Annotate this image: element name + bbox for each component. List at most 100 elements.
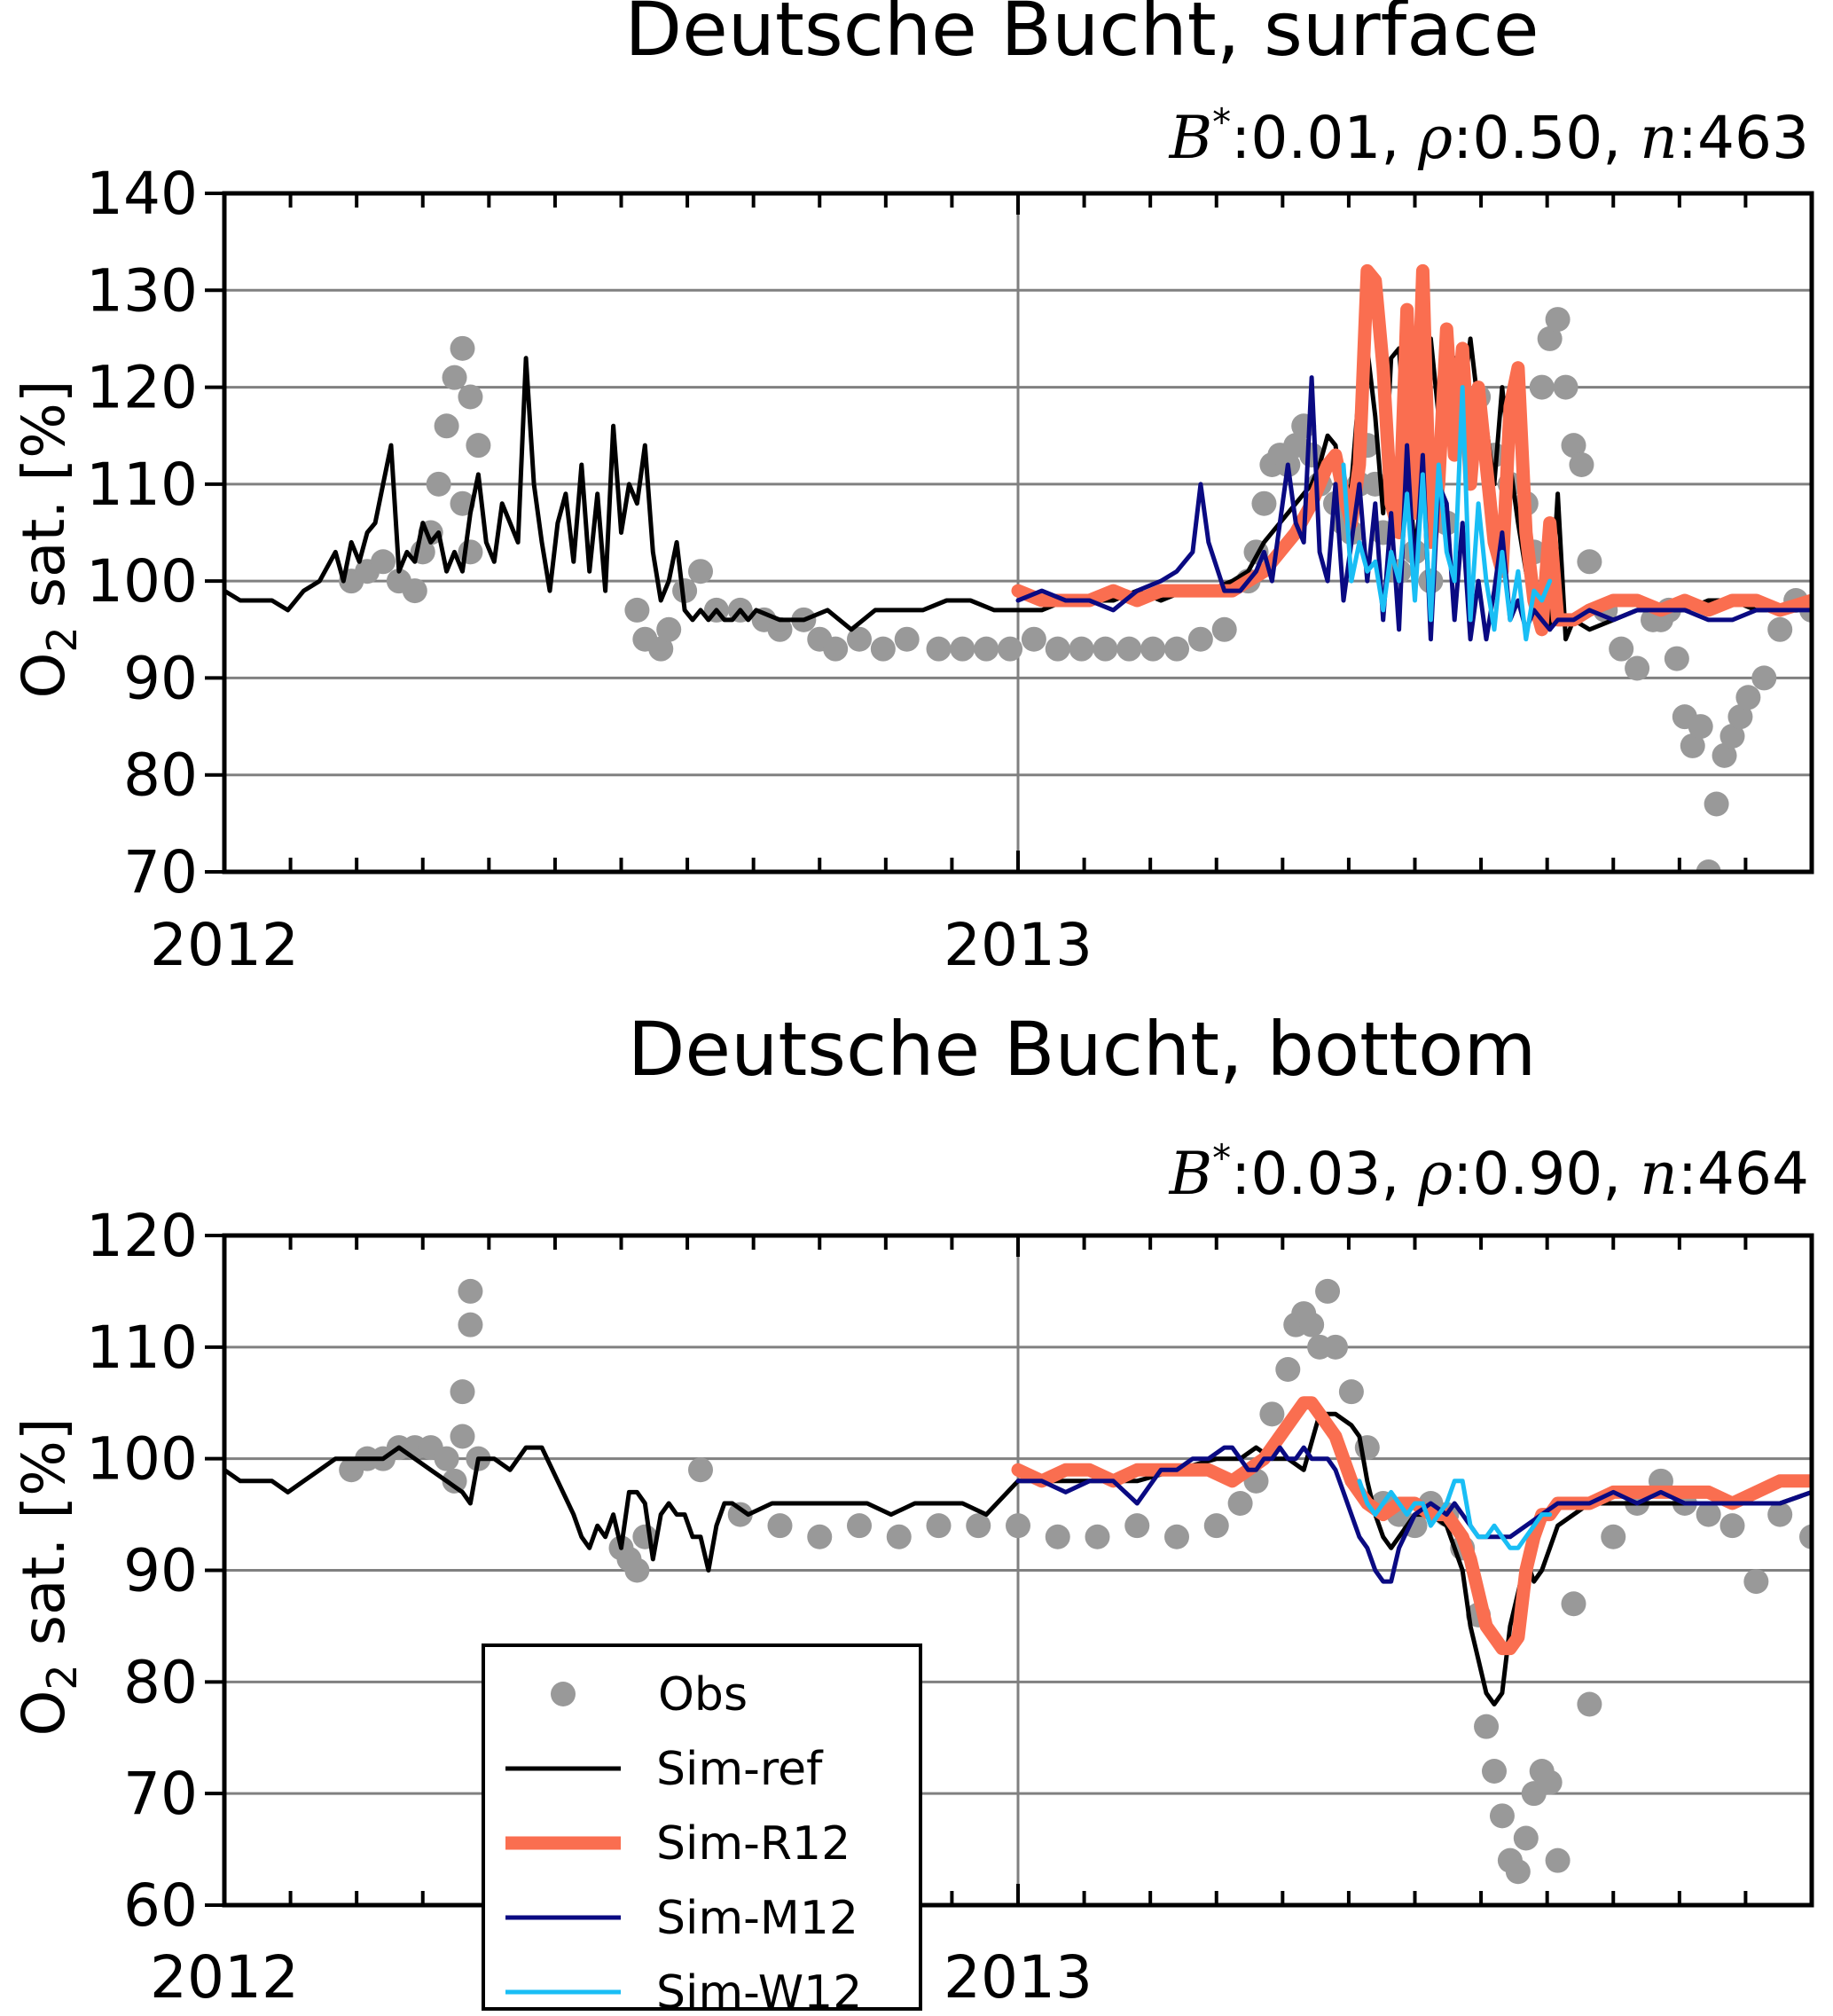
x-tick-label: 2013 [944, 1943, 1093, 2012]
obs-point [1799, 1524, 1812, 1549]
obs-point [1299, 1312, 1325, 1337]
legend-box [482, 1643, 922, 2011]
obs-point [624, 1557, 650, 1583]
obs-point [1545, 1847, 1571, 1873]
obs-point [1203, 1513, 1229, 1539]
obs-point [894, 626, 920, 652]
obs-point [1069, 636, 1094, 662]
legend-label: Sim-M12 [656, 1892, 858, 1945]
obs-point [1315, 1278, 1341, 1304]
series-line-sim-m12 [1015, 1445, 1812, 1584]
obs-point [1751, 665, 1777, 691]
obs-point [926, 636, 952, 662]
obs-point [688, 1457, 713, 1483]
y-axis-label-main: O [10, 1690, 78, 1737]
y-axis-label-subscript: 2 [38, 626, 86, 652]
stats-n-value: :464 [1678, 1140, 1809, 1208]
plot-frame [222, 1233, 1814, 1908]
data-layer [224, 1278, 1812, 1885]
obs-point [450, 1379, 475, 1405]
y-tick-label: 80 [123, 1648, 198, 1716]
obs-point [1021, 626, 1046, 652]
obs-point [1482, 1759, 1507, 1784]
obs-point [1719, 1513, 1745, 1539]
obs-point [371, 549, 396, 575]
obs-point [458, 1278, 483, 1304]
obs-point [1577, 549, 1602, 575]
obs-point [1275, 1357, 1301, 1382]
obs-point [1688, 714, 1713, 740]
obs-point [1561, 1591, 1586, 1617]
obs-point [847, 1513, 872, 1539]
obs-point [672, 578, 698, 604]
obs-point [458, 1312, 483, 1337]
obs-point [1259, 1401, 1285, 1427]
legend-swatch-obs [551, 1682, 576, 1706]
y-axis-label: O2 sat. [%] [10, 380, 86, 698]
obs-point [1093, 636, 1118, 662]
legend: Obs Sim-ref Sim-R12 Sim-M12 Sim-W12 [482, 1643, 922, 2016]
obs-point [458, 384, 483, 410]
legend-label: Obs [658, 1668, 748, 1722]
obs-point [998, 636, 1023, 662]
y-tick-label: 140 [86, 160, 198, 228]
obs-point [648, 636, 674, 662]
y-tick-label: 90 [123, 644, 198, 712]
obs-point [767, 616, 793, 642]
obs-point [450, 335, 475, 361]
obs-point [950, 636, 975, 662]
stats-annotation: B*:0.01, ρ:0.50, n:463 [1169, 100, 1809, 172]
obs-point [442, 1468, 467, 1494]
chart-title: Deutsche Bucht, surface [624, 0, 1539, 73]
series-line-sim-ref [224, 1411, 1812, 1706]
obs-point [434, 413, 459, 439]
y-tick-label: 80 [123, 741, 198, 810]
stats-b-label: B [1169, 1140, 1213, 1208]
obs-point [450, 490, 475, 516]
obs-point [1164, 636, 1189, 662]
obs-point [1553, 374, 1578, 400]
obs-point [1537, 326, 1563, 351]
legend-label: Sim-R12 [656, 1817, 850, 1871]
obs-point [1601, 1524, 1626, 1549]
obs-point [1712, 742, 1737, 768]
obs-point [1577, 1691, 1602, 1717]
plot-frame [222, 191, 1814, 875]
y-tick-label: 130 [86, 256, 198, 325]
stats-b-sup: * [1212, 1136, 1231, 1180]
obs-point [1227, 1491, 1253, 1516]
obs-point [1719, 724, 1745, 749]
obs-point [1767, 1502, 1793, 1527]
y-tick-label: 70 [123, 1760, 198, 1828]
obs-point [727, 1502, 753, 1527]
obs-point [1187, 626, 1213, 652]
y-tick-label: 70 [123, 838, 198, 906]
obs-point [1696, 1502, 1721, 1527]
y-axis-label-unit: sat. [%] [10, 380, 78, 626]
obs-point [1537, 1769, 1563, 1795]
bottom-panel: Deutsche Bucht, bottom B*:0.03, ρ:0.90, … [10, 1006, 1814, 2016]
obs-point [1164, 1524, 1189, 1549]
obs-point [1338, 1379, 1364, 1405]
y-axis-label-subscript: 2 [38, 1664, 86, 1690]
series-line-sim-w12 [1357, 1479, 1553, 1550]
obs-point [1664, 646, 1689, 671]
obs-point [1006, 1513, 1030, 1539]
y-tick-label: 120 [86, 1202, 198, 1270]
stats-rho-value: :0.50, [1453, 104, 1640, 172]
obs-point [1045, 1524, 1070, 1549]
obs-point [1045, 636, 1070, 662]
y-axis-label-main: O [10, 653, 78, 699]
obs-point [1529, 374, 1555, 400]
grid-layer [223, 192, 1812, 874]
axis-layer: 60 70 80 90 100 110 120 2012 2013 [86, 1202, 1814, 2012]
stats-b-sup: * [1212, 100, 1231, 144]
stats-rho-label: ρ [1417, 104, 1453, 172]
obs-point [450, 1424, 475, 1449]
obs-point [1513, 1825, 1539, 1851]
grid-layer [223, 1234, 1812, 1907]
obs-point [1251, 490, 1277, 516]
obs-point [1696, 859, 1721, 872]
obs-point [426, 471, 451, 497]
